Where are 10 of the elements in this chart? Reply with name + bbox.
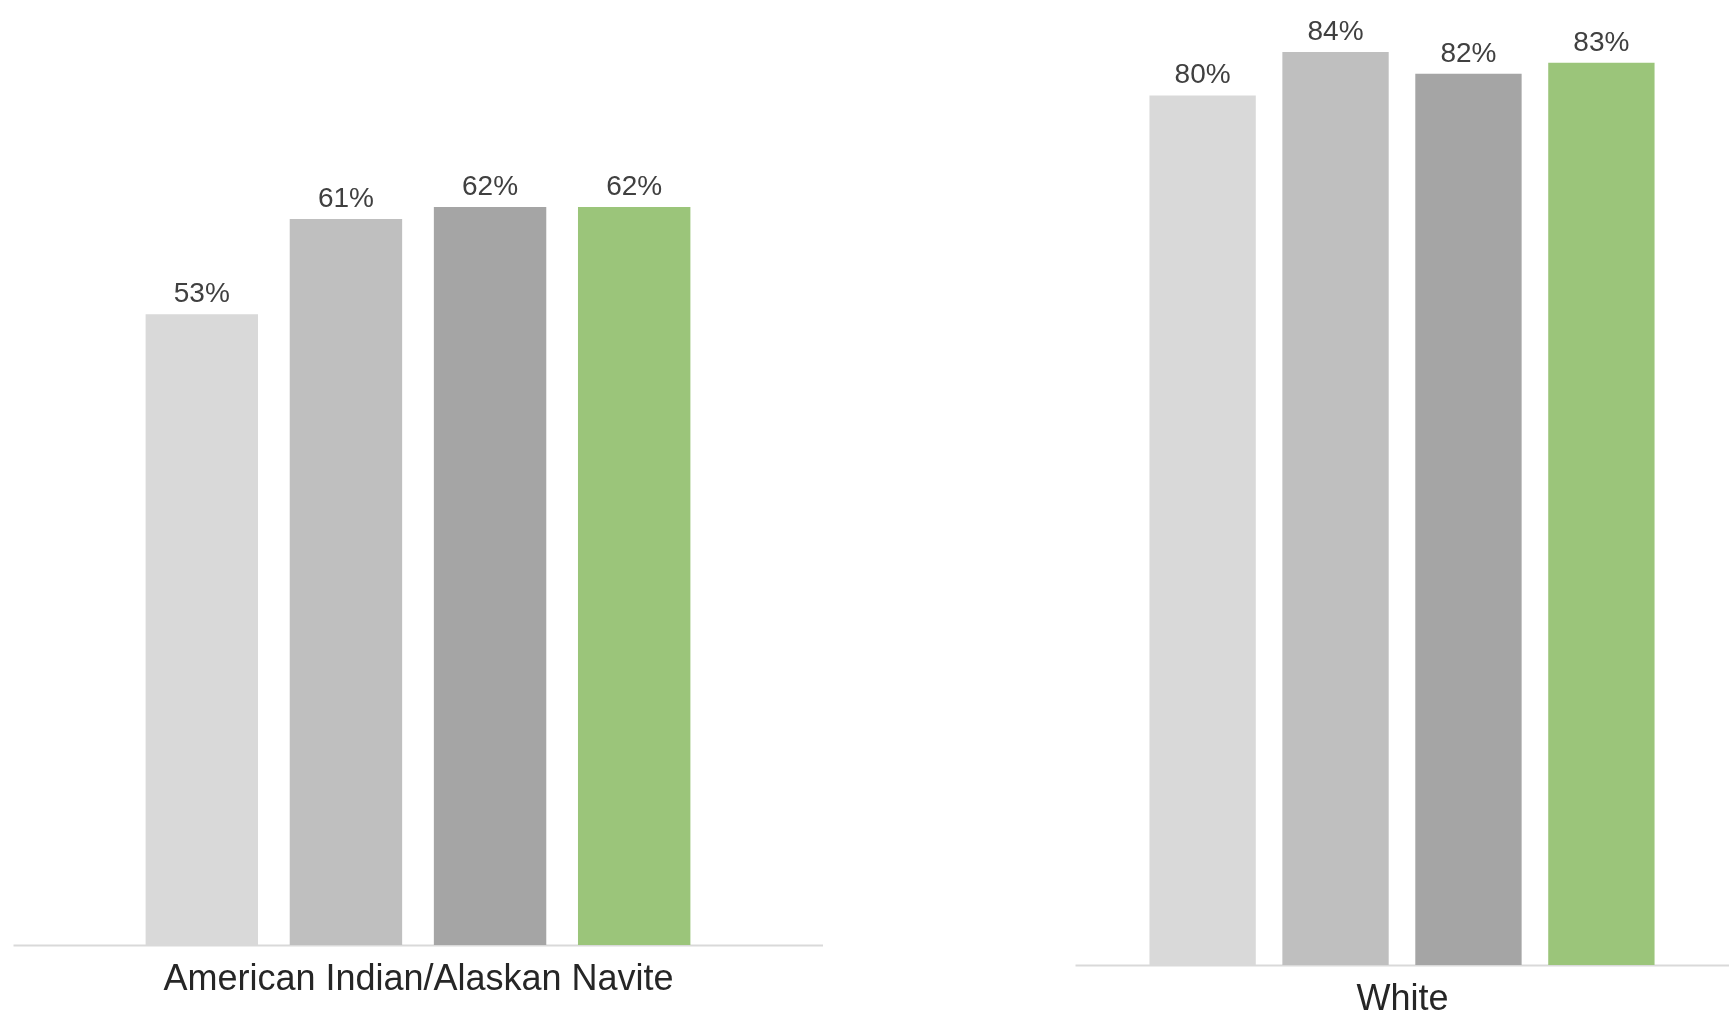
x-axis-title: American Indian/Alaskan Navite xyxy=(163,956,674,998)
data-label: 61% xyxy=(317,181,374,213)
data-label: 80% xyxy=(1174,58,1231,90)
data-label: 53% xyxy=(173,277,230,309)
data-label: 82% xyxy=(1440,36,1497,68)
data-label: 62% xyxy=(606,170,663,201)
data-label: 62% xyxy=(462,170,519,201)
data-label: 83% xyxy=(1573,25,1630,57)
x-axis-title: White xyxy=(1356,976,1449,1018)
data-label: 84% xyxy=(1307,15,1364,46)
